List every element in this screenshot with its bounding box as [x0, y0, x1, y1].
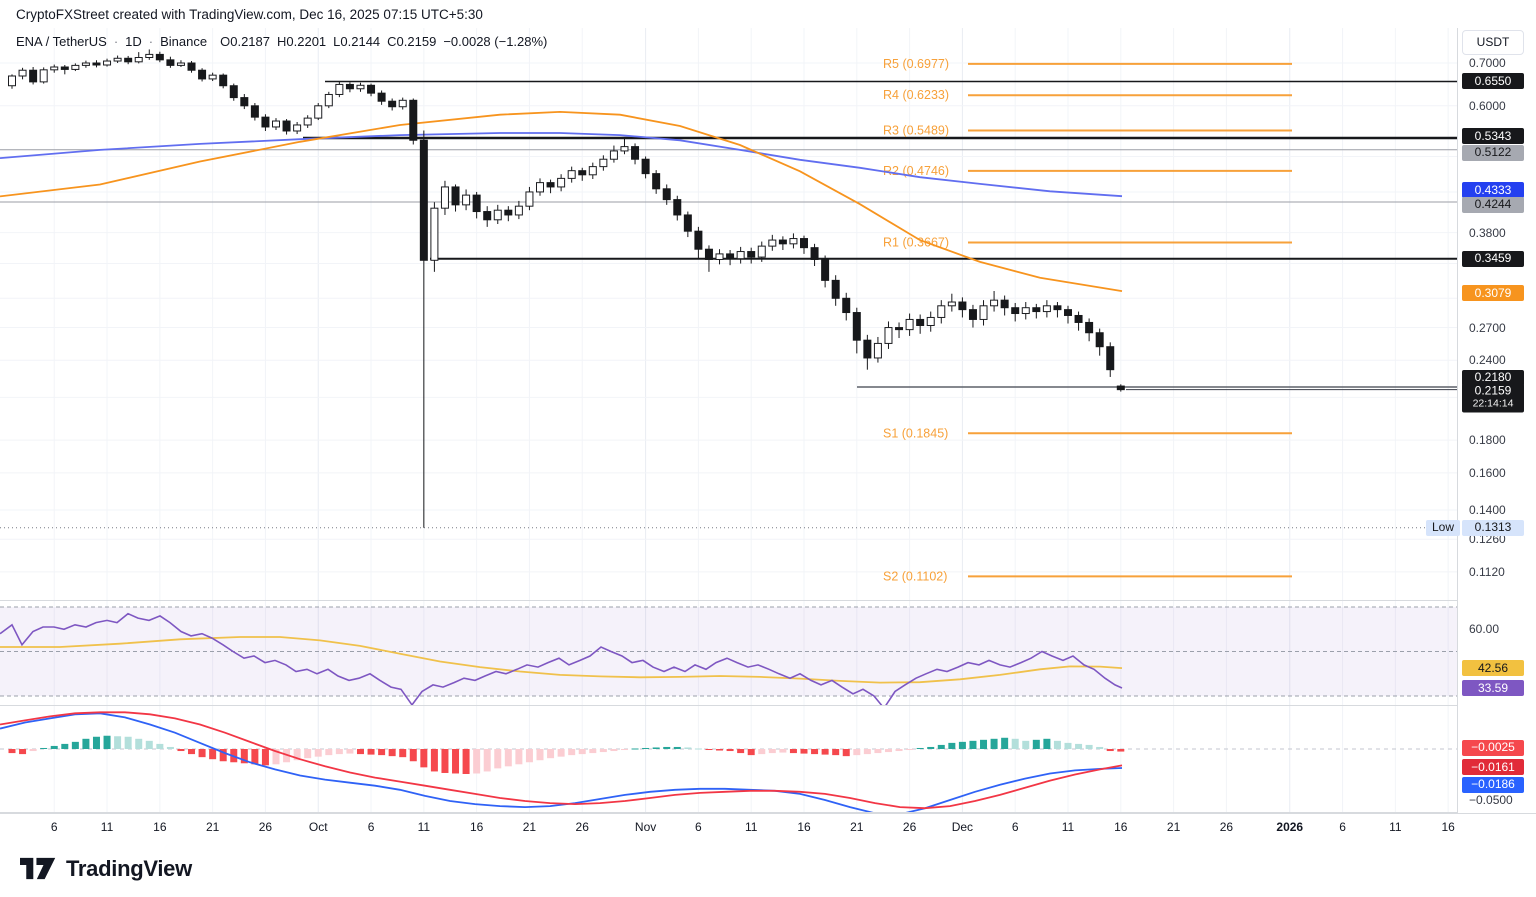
symbol-title[interactable]: ENA / TetherUS — [16, 34, 107, 49]
time-tick-21: 21 — [522, 820, 537, 834]
time-tick-11: 11 — [744, 820, 758, 834]
main-pane[interactable]: R5 (0.6977)R4 (0.6233)R3 (0.5489)R2 (0.4… — [0, 49, 1457, 583]
time-tick-Dec: Dec — [951, 820, 974, 834]
price-label-0.5343: 0.5343 — [1462, 128, 1524, 144]
tradingview-logo[interactable]: TradingView — [20, 855, 192, 882]
time-tick-11: 11 — [417, 820, 431, 834]
high-value: H0.2201 — [277, 34, 327, 49]
ohlc-values: O0.2187 H0.2201 L0.2144 C0.2159 −0.0028 … — [220, 34, 547, 49]
tradingview-logo-icon — [20, 857, 56, 880]
price-tick: 0.6000 — [1469, 98, 1506, 113]
macd-pane[interactable] — [0, 711, 1457, 814]
time-tick-16: 16 — [797, 820, 811, 834]
rsi-pane[interactable] — [0, 606, 1457, 708]
price-label-0.6550: 0.6550 — [1462, 73, 1524, 90]
macd-value-label: −0.0025 — [1462, 739, 1524, 756]
price-tick: 0.3800 — [1469, 225, 1506, 240]
separator-dot: · — [113, 34, 119, 49]
open-value: O0.2187 — [220, 34, 270, 49]
macd-value-label: −0.0186 — [1462, 776, 1524, 793]
pivot-label: S1 (0.1845) — [883, 426, 948, 440]
price-tick: 0.2700 — [1469, 320, 1506, 335]
time-axis[interactable]: 6 11 16 21 26 Oct 6 11 16 21 26 Nov 6 11 16 21 26 Dec 6 11 1… — [0, 813, 1536, 842]
exchange[interactable]: Binance — [160, 34, 208, 49]
time-tick-6: 6 — [695, 820, 702, 834]
price-label-0.4333: 0.4333 — [1462, 182, 1524, 199]
chart-canvas[interactable]: R5 (0.6977)R4 (0.6233)R3 (0.5489)R2 (0.4… — [0, 0, 1457, 841]
candlestick-series[interactable] — [8, 49, 1125, 528]
price-axis[interactable]: USDT 0.7000 0.6000 0.3800 0.2700 0.2400 0.180… — [1426, 28, 1536, 813]
currency-button[interactable]: USDT — [1462, 30, 1524, 55]
macd-value-label: −0.0161 — [1462, 759, 1524, 776]
time-tick-11: 11 — [1061, 820, 1075, 834]
support-resistance-lines[interactable] — [0, 80, 1457, 529]
price-label-0.2180: 0.2180 — [1462, 369, 1524, 386]
time-tick-26: 26 — [258, 820, 273, 834]
time-tick-16: 16 — [1441, 820, 1455, 834]
credit-line: CryptoFXStreet created with TradingView.… — [16, 7, 483, 22]
pivot-levels[interactable]: R5 (0.6977)R4 (0.6233)R3 (0.5489)R2 (0.4… — [883, 57, 1292, 583]
pivot-label: R3 (0.5489) — [883, 124, 949, 138]
close-value: C0.2159 — [387, 34, 437, 49]
change-value: −0.0028 (−1.28%) — [443, 34, 548, 49]
time-tick-11: 11 — [100, 820, 114, 834]
price-tick: 0.1400 — [1469, 502, 1506, 517]
time-tick-16: 16 — [469, 820, 484, 834]
price-tick: 0.1800 — [1469, 433, 1506, 448]
rsi-value-label: 33.59 — [1462, 680, 1524, 696]
price-label-0.5122: 0.5122 — [1462, 144, 1524, 161]
countdown-timer: 22:14:14 — [1472, 397, 1514, 410]
price-label-0.2159: 0.2159 22:14:14 — [1462, 383, 1524, 413]
price-tick: 0.2400 — [1469, 353, 1506, 368]
time-tick-2026: 2026 — [1276, 820, 1304, 834]
price-label-0.1313: 0.1313 Low — [1426, 519, 1524, 536]
ma-slow-line — [0, 132, 1123, 198]
price-tick: 0.1600 — [1469, 465, 1506, 480]
macd-signal-line — [0, 711, 1123, 810]
price-tick: 0.7000 — [1469, 56, 1506, 70]
time-tick-6: 6 — [1339, 820, 1346, 834]
time-tick-6: 6 — [50, 820, 58, 834]
price-label-0.4244: 0.4244 — [1462, 196, 1524, 213]
ma-fast-line — [0, 110, 1123, 292]
price-label-0.3459: 0.3459 — [1462, 250, 1524, 267]
price-label-0.3079: 0.3079 — [1462, 285, 1524, 302]
time-tick-21: 21 — [205, 820, 220, 834]
rsi-line — [0, 612, 1123, 705]
time-tick-11: 11 — [1389, 820, 1402, 834]
separator-dot: · — [148, 34, 154, 49]
timeframe[interactable]: 1D — [125, 34, 142, 49]
low-value: L0.2144 — [333, 34, 381, 49]
rsi-value-label: 42.56 — [1462, 660, 1524, 677]
pivot-label: R1 (0.3667) — [883, 236, 949, 250]
time-tick-16: 16 — [153, 820, 167, 834]
low-marker-tag: Low — [1426, 519, 1460, 536]
time-tick-16: 16 — [1114, 820, 1128, 834]
pivot-label: S2 (0.1102) — [883, 569, 947, 583]
pivot-label: R5 (0.6977) — [883, 57, 949, 71]
price-tick: 0.1120 — [1469, 564, 1505, 579]
time-tick-26: 26 — [1219, 820, 1234, 834]
time-tick-26: 26 — [902, 820, 917, 834]
pivot-label: R4 (0.6233) — [883, 88, 949, 102]
rsi-tick: 60.00 — [1469, 622, 1500, 637]
time-tick-Oct: Oct — [308, 820, 328, 834]
rsi-ma-line — [0, 636, 1123, 684]
symbol-info-row: ENA / TetherUS · 1D · Binance O0.2187 H0… — [16, 34, 547, 49]
macd-histogram — [8, 735, 1125, 774]
time-tick-21: 21 — [1166, 820, 1181, 834]
tradingview-logo-text: TradingView — [66, 855, 192, 881]
time-tick-Nov: Nov — [634, 820, 657, 834]
time-tick-26: 26 — [575, 820, 589, 834]
time-tick-21: 21 — [850, 820, 864, 834]
macd-line — [0, 712, 1123, 812]
time-tick-6: 6 — [1011, 820, 1019, 834]
footer-bar: TradingView — [0, 841, 1536, 897]
time-tick-6: 6 — [367, 820, 375, 834]
macd-tick: −0.0500 — [1469, 793, 1513, 807]
